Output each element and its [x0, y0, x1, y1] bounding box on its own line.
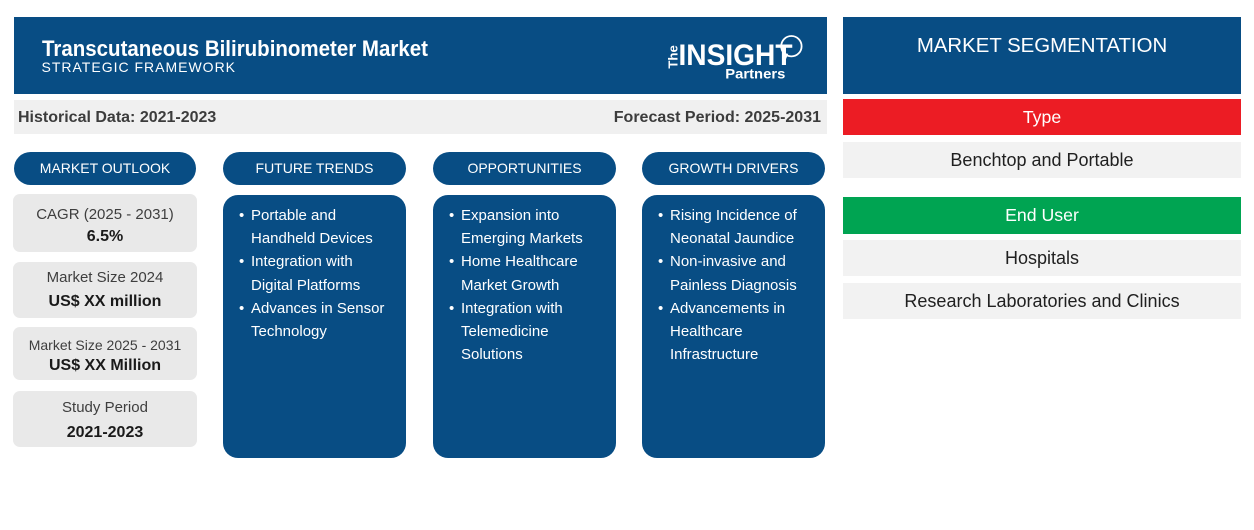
svg-text:Partners: Partners [725, 66, 785, 82]
svg-text:The: The [666, 45, 680, 69]
svg-text:INSIGHT: INSIGHT [679, 39, 793, 72]
